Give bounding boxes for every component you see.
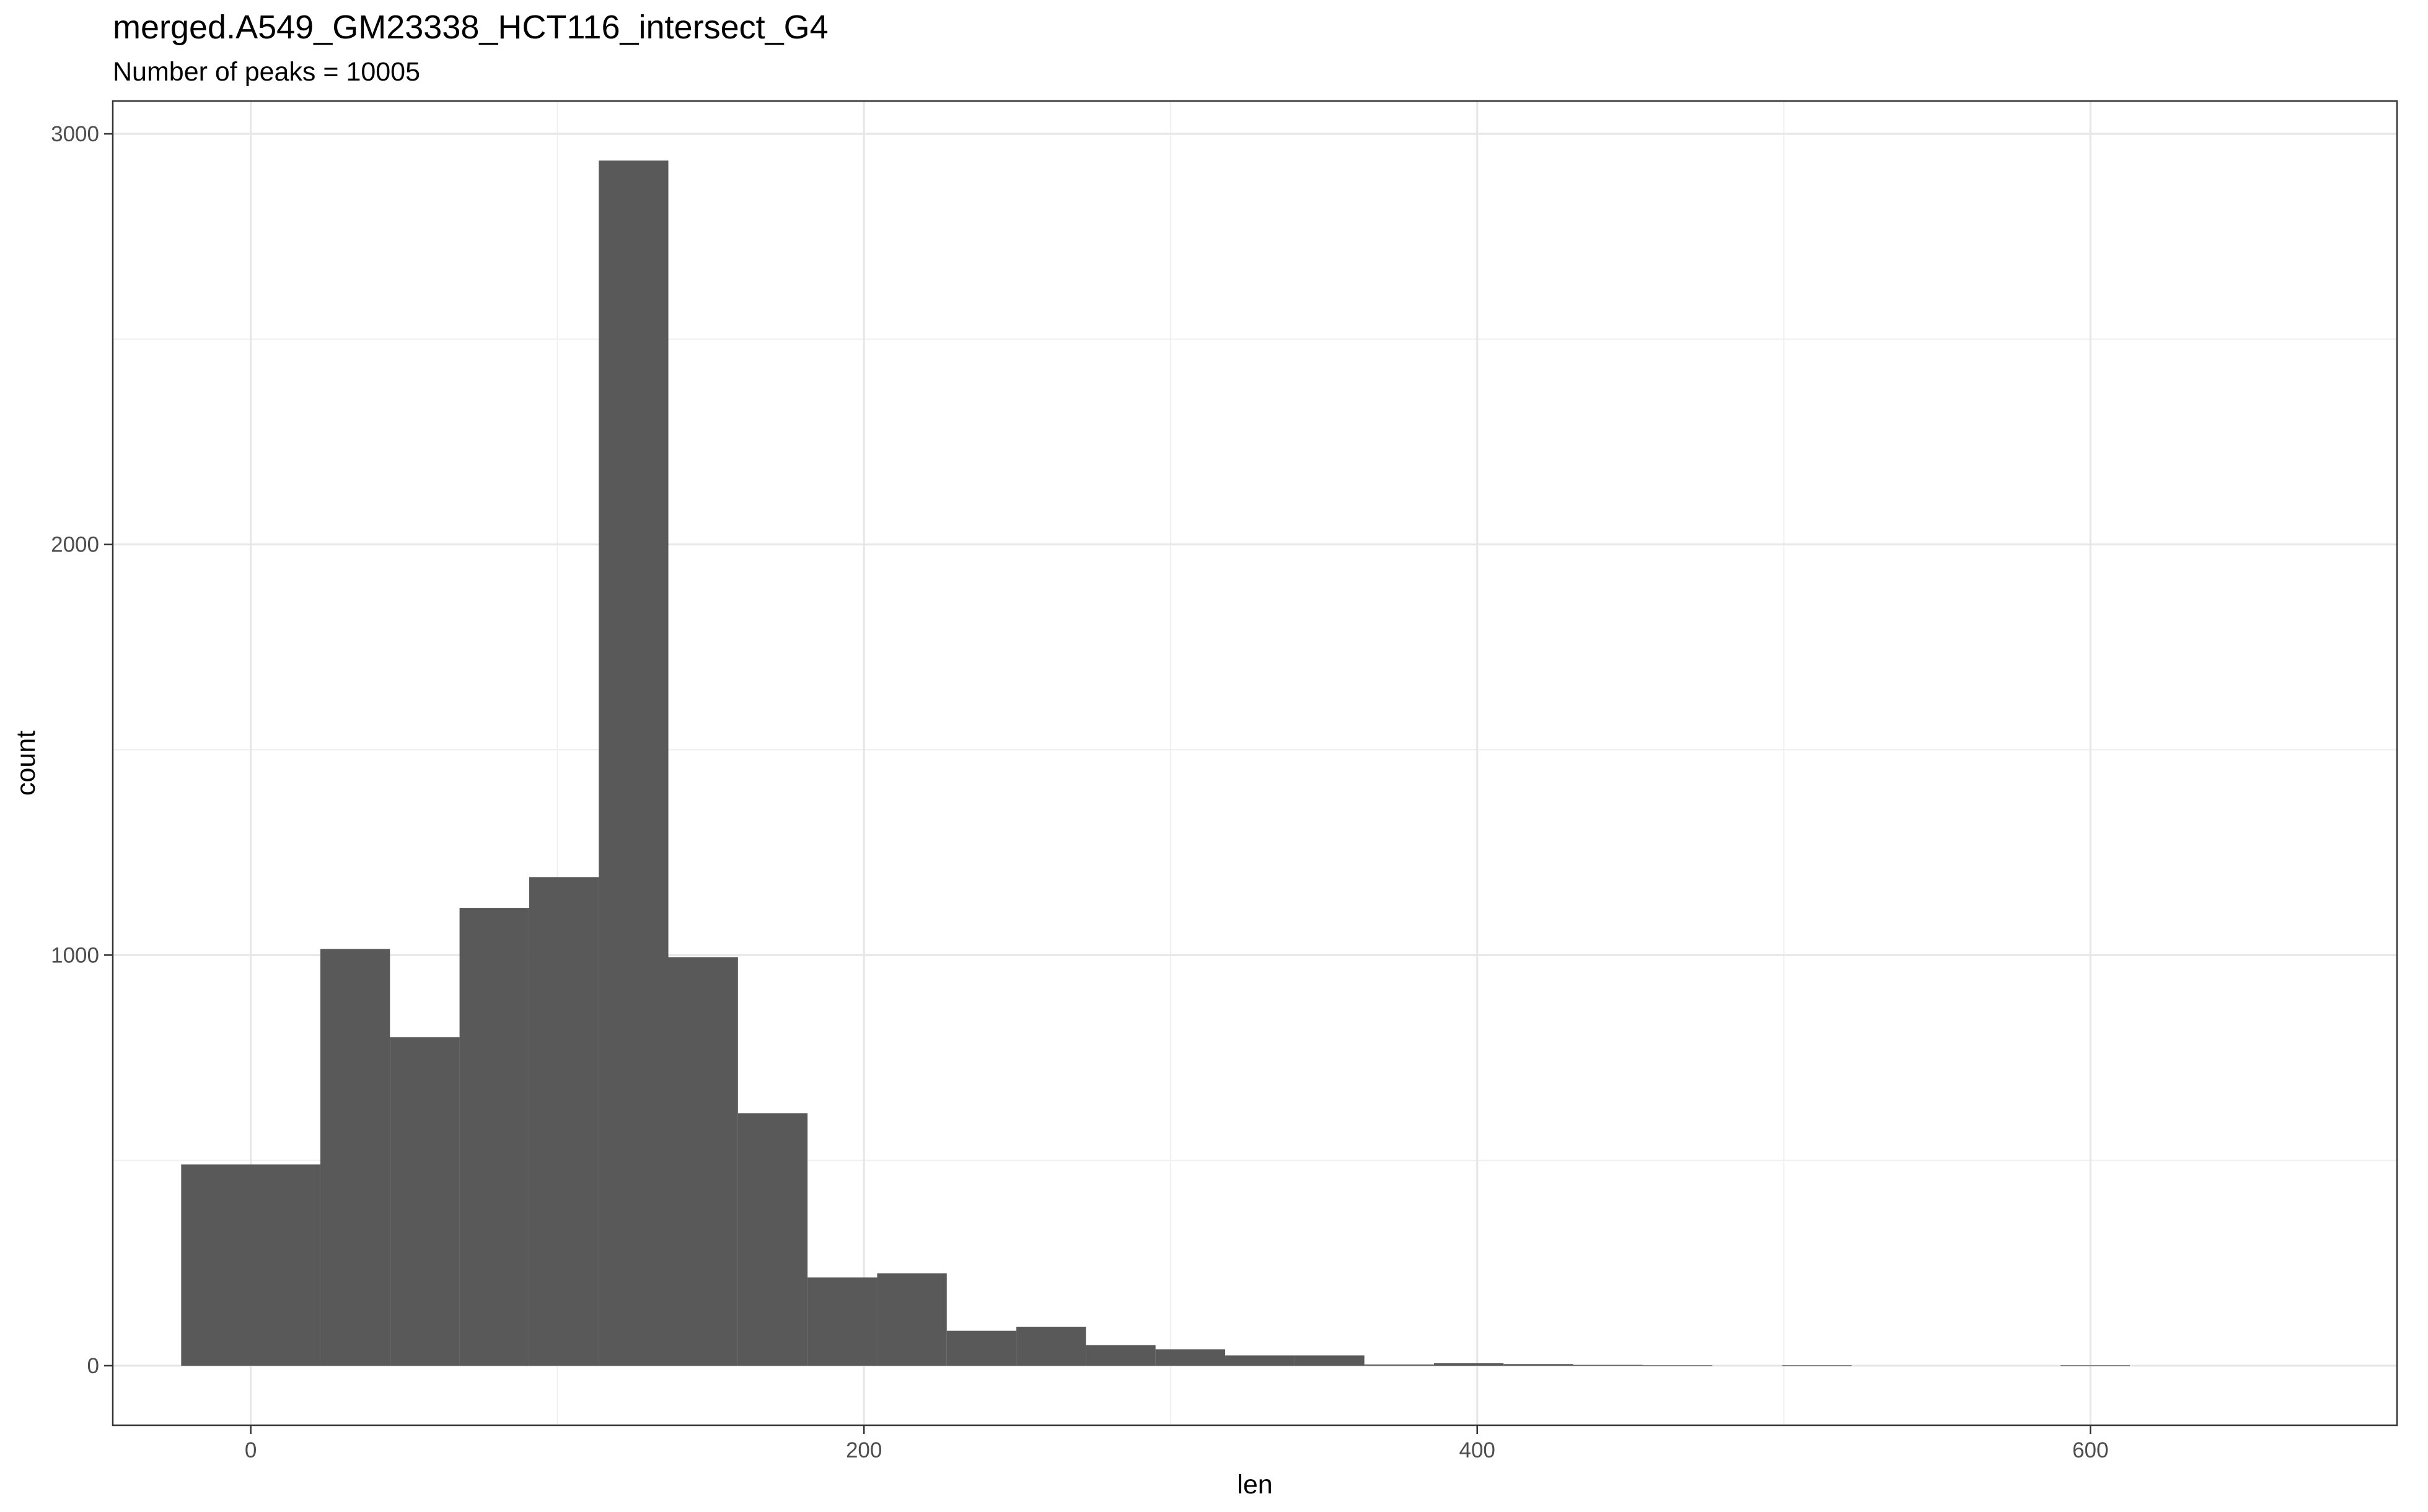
histogram-bar bbox=[459, 908, 529, 1366]
histogram-bar bbox=[1016, 1326, 1086, 1366]
y-axis: 0 1000 2000 3000 bbox=[51, 122, 113, 1378]
histogram-bar bbox=[599, 160, 669, 1366]
histogram-bar bbox=[1433, 1363, 1504, 1366]
x-tick-label: 200 bbox=[846, 1438, 882, 1462]
x-tick-label: 600 bbox=[2072, 1438, 2108, 1462]
histogram-bar bbox=[1503, 1364, 1573, 1366]
histogram-bar bbox=[946, 1330, 1017, 1366]
y-tick-label: 3000 bbox=[51, 122, 99, 146]
histogram-bar bbox=[1086, 1345, 1156, 1366]
y-tick-label: 1000 bbox=[51, 943, 99, 967]
histogram-bar bbox=[737, 1113, 808, 1366]
histogram-bar bbox=[1295, 1355, 1365, 1366]
panel-border bbox=[112, 100, 2398, 1426]
histogram-bars bbox=[181, 160, 2131, 1366]
y-axis-title: count bbox=[11, 731, 41, 796]
histogram-bar bbox=[877, 1273, 947, 1366]
x-tick-label: 0 bbox=[245, 1438, 257, 1462]
plot-panel bbox=[112, 100, 2398, 1426]
histogram-bar bbox=[1782, 1365, 1852, 1366]
histogram-bar bbox=[1225, 1355, 1295, 1366]
histogram-bar bbox=[668, 957, 738, 1366]
histogram-bar bbox=[181, 1164, 320, 1366]
histogram-bar bbox=[1364, 1364, 1434, 1366]
chart-subtitle: Number of peaks = 10005 bbox=[113, 57, 420, 87]
histogram-bar bbox=[1573, 1365, 1643, 1366]
histogram-bar bbox=[1642, 1365, 1713, 1366]
x-axis: 0 200 400 600 bbox=[245, 1425, 2108, 1462]
histogram-bar bbox=[1155, 1349, 1226, 1366]
histogram-bar bbox=[529, 877, 599, 1366]
histogram-bar bbox=[807, 1277, 878, 1366]
histogram-bar bbox=[2060, 1365, 2131, 1366]
y-tick-label: 2000 bbox=[51, 533, 99, 557]
x-axis-title: len bbox=[1237, 1470, 1272, 1500]
x-tick-label: 400 bbox=[1459, 1438, 1495, 1462]
histogram-bar bbox=[390, 1037, 460, 1366]
chart-title: merged.A549_GM23338_HCT116_intersect_G4 bbox=[113, 9, 829, 46]
y-tick-label: 0 bbox=[87, 1354, 99, 1378]
histogram-bar bbox=[320, 949, 390, 1366]
